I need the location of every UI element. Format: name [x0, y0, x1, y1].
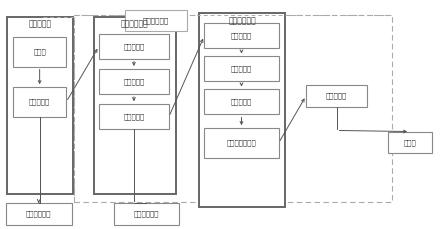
Bar [74, 16, 392, 202]
Text: 电气控制模块: 电气控制模块 [143, 17, 169, 24]
Text: 减重计量仓: 减重计量仓 [231, 66, 252, 72]
Text: 卧式犁刀混合机: 卧式犁刀混合机 [226, 140, 256, 146]
Text: 螺旋喂料机: 螺旋喂料机 [123, 114, 145, 120]
Bar [99, 69, 169, 94]
Text: 原料投料站: 原料投料站 [28, 19, 52, 28]
Text: 负压动力机组: 负压动力机组 [134, 211, 159, 217]
Text: 正压输送罐: 正压输送罐 [326, 93, 347, 99]
Text: 真空上料器: 真空上料器 [123, 43, 145, 49]
Bar [204, 57, 279, 82]
Text: 螺旋喂料机: 螺旋喂料机 [29, 99, 50, 105]
Text: 投料仓: 投料仓 [33, 49, 46, 55]
Text: 真空上料器: 真空上料器 [231, 33, 252, 39]
Text: 挤出机: 挤出机 [404, 139, 416, 146]
Text: 体积喂料机: 体积喂料机 [231, 99, 252, 105]
Text: 三组暂存仓: 三组暂存仓 [123, 78, 145, 85]
Bar [13, 37, 66, 67]
Text: 原料暂存单元: 原料暂存单元 [121, 19, 148, 28]
Bar [13, 87, 66, 117]
Bar [204, 90, 279, 114]
Bar [6, 203, 71, 225]
Bar [204, 128, 279, 158]
Bar [94, 17, 175, 194]
Bar [8, 17, 73, 194]
Text: 负压动力机组: 负压动力机组 [26, 211, 52, 217]
Text: 计量混合单元: 计量混合单元 [228, 16, 256, 25]
Bar [204, 23, 279, 49]
Bar [388, 132, 432, 153]
Bar [125, 10, 186, 31]
Bar [199, 13, 285, 207]
Bar [99, 34, 169, 59]
Bar [114, 203, 179, 225]
Bar [306, 85, 367, 106]
Bar [99, 104, 169, 129]
